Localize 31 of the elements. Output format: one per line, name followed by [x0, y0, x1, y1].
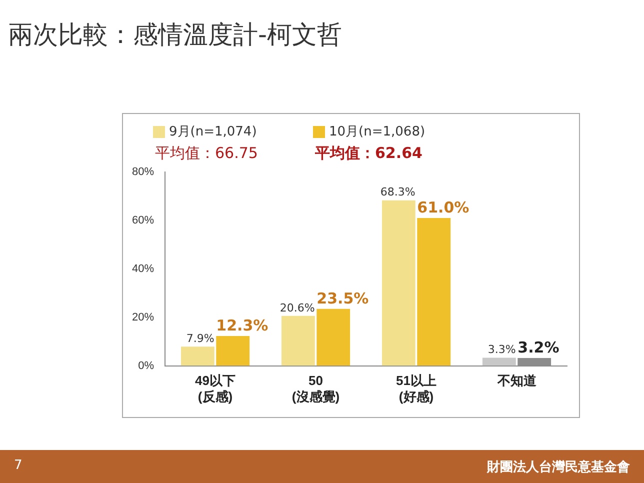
text: 平均值：62.64 — [314, 144, 422, 162]
bar — [417, 218, 451, 366]
text: 7 — [14, 458, 22, 473]
y-tick-label: 80% — [132, 166, 154, 178]
legend-label: 10月(n=1,068) — [329, 124, 426, 140]
legend-label: 9月(n=1,074) — [169, 124, 257, 140]
bar — [281, 316, 315, 366]
text: 財團法人台灣民意基金會 — [487, 458, 630, 476]
y-tick-label: 40% — [132, 262, 154, 275]
bar — [316, 308, 350, 366]
x-tick-label: 50 (沒感覺) — [292, 373, 340, 404]
data-label: 20.6% — [280, 301, 315, 314]
bar — [482, 358, 516, 366]
bar — [382, 200, 416, 366]
data-label: 3.2% — [518, 338, 560, 356]
data-label: 68.3% — [380, 186, 416, 199]
text: 平均值：66.75 — [155, 144, 258, 162]
data-label: 7.9% — [186, 332, 214, 346]
y-tick-label: 20% — [132, 311, 154, 324]
chart-title: 兩次比較：感情溫度計-柯文哲 — [8, 19, 342, 51]
data-label: 3.3% — [488, 343, 516, 356]
x-tick-label: 51以上 (好感) — [396, 373, 436, 404]
data-label: 61.0% — [417, 198, 470, 216]
y-tick-label: 60% — [132, 214, 154, 226]
bar — [216, 336, 250, 366]
x-tick-label: 不知道 — [496, 373, 538, 388]
data-label: 23.5% — [316, 289, 369, 308]
x-tick-label: 49以下 (反感) — [195, 373, 236, 404]
bar — [180, 346, 214, 366]
data-label: 12.3% — [216, 316, 268, 334]
y-tick-label: 0% — [138, 360, 154, 372]
